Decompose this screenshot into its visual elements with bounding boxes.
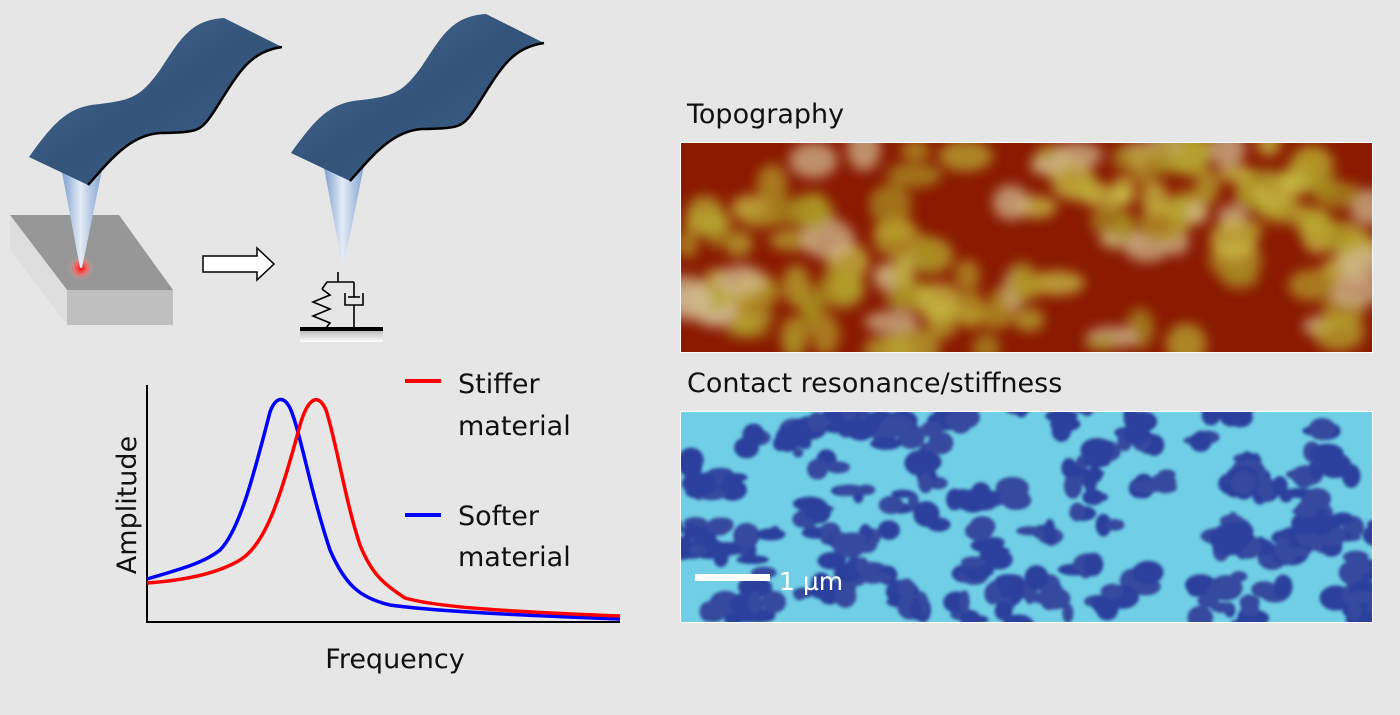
ground-base [300,327,383,331]
sample-substrate [10,215,173,325]
stiffer-material-curve [146,398,621,618]
right-arrow-icon [202,246,276,282]
scale-bar [695,574,770,581]
legend-label-softer-2: material [458,542,571,573]
cantilever-model [289,12,546,266]
legend-label-stiffer: Stiffer [458,369,540,400]
stiffness-image [681,412,1372,622]
plot-axes [146,385,620,623]
legend-label-softer: Softer [458,501,540,532]
y-axis-label: Amplitude [112,436,143,574]
scale-bar-label: 1 µm [779,567,843,596]
topography-image [681,143,1372,352]
legend-label-stiffer-2: material [458,411,571,442]
topography-title: Topography [686,99,844,130]
resonance-plot: Amplitude Frequency Stiffer material Sof… [112,369,621,675]
ground-shading [300,331,383,342]
spring-dashpot-icon [310,272,364,330]
stiffness-title: Contact resonance/stiffness [687,368,1062,399]
legend: Stiffer material Softer material [405,369,571,573]
x-axis-label: Frequency [325,644,465,675]
